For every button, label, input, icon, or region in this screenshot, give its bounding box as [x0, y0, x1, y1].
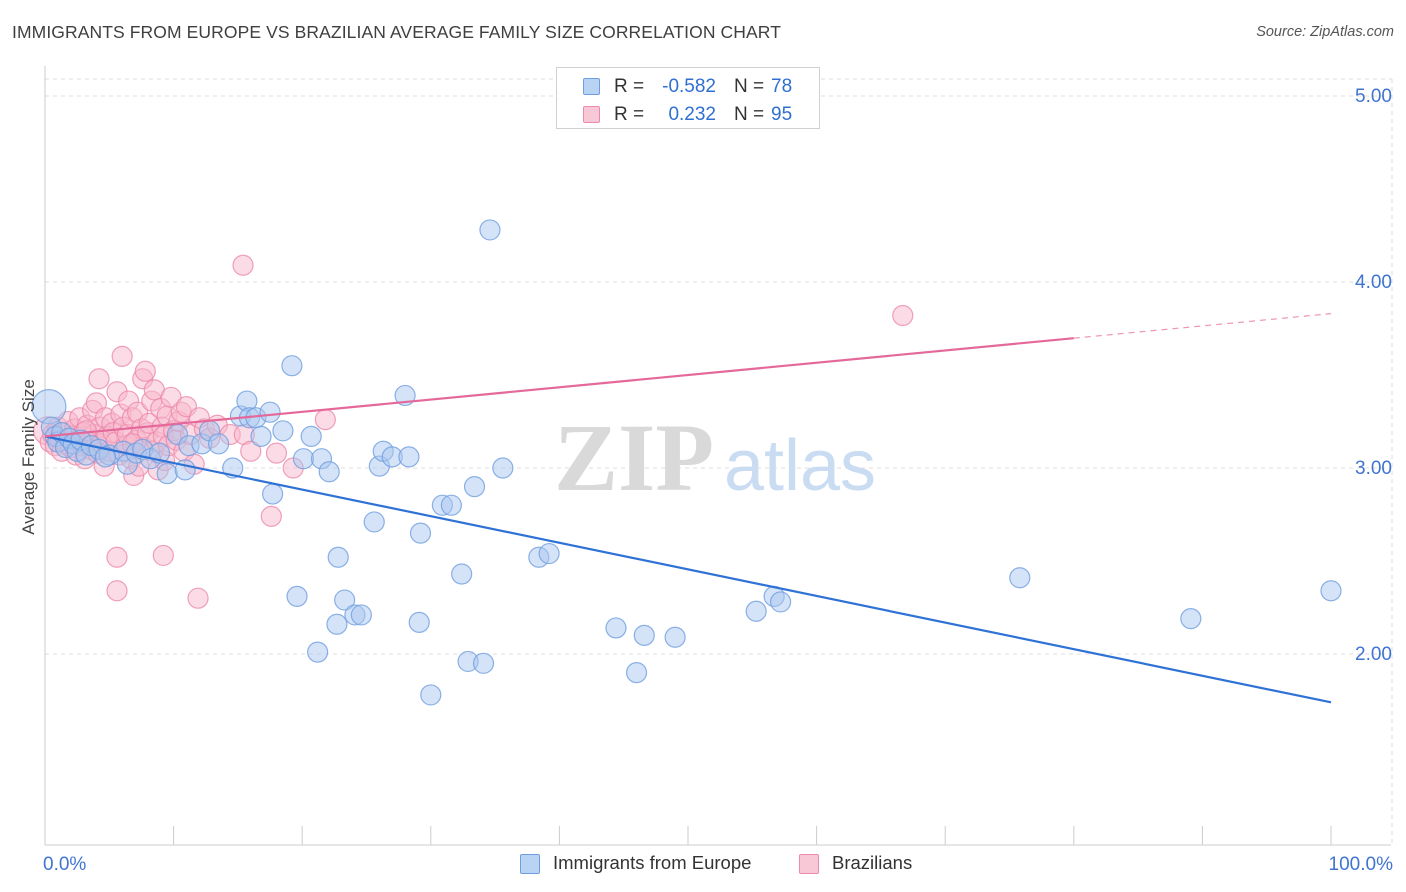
- europe-point: [327, 546, 349, 568]
- europe-point: [156, 462, 178, 485]
- europe-point: [472, 652, 495, 674]
- europe-point: [307, 641, 329, 663]
- legend-row-europe: R = -0.582 N = 78: [557, 72, 819, 100]
- watermark: ZIP atlas: [554, 404, 876, 511]
- brazilian-point: [187, 587, 209, 609]
- grid-lines: [45, 78, 1393, 845]
- europe-point: [479, 219, 501, 241]
- europe-point: [605, 617, 627, 639]
- y-tick-label: 3.00: [1355, 458, 1392, 479]
- correlation-legend: R = -0.582 N = 78 R = 0.232 N = 95: [556, 67, 820, 129]
- y-axis-label: Average Family Size: [19, 379, 38, 535]
- brazilian-point: [260, 505, 282, 527]
- brazilian-point: [314, 409, 336, 431]
- europe-point: [272, 420, 294, 442]
- legend-row-brazilians: R = 0.232 N = 95: [557, 100, 819, 128]
- europe-point: [281, 355, 303, 377]
- brazilian-trend-line: [44, 337, 1074, 438]
- europe-point: [664, 626, 686, 648]
- axis-labels: 2.00 3.00 4.00 5.00 0.0% 100.0% Average Family…: [19, 86, 1393, 875]
- europe-point: [408, 611, 430, 633]
- n-label: N =: [734, 76, 765, 97]
- chart-title: IMMIGRANTS FROM EUROPE VS BRAZILIAN AVER…: [12, 22, 782, 42]
- europe-point: [440, 494, 462, 516]
- brazilian-point: [134, 360, 156, 382]
- europe-point: [745, 600, 767, 622]
- europe-point: [451, 563, 473, 585]
- legend-label-brazilians: Brazilians: [832, 852, 913, 873]
- europe-point: [292, 448, 315, 470]
- brazilian-point: [265, 442, 288, 464]
- europe-point: [262, 483, 284, 505]
- n-label: N =: [734, 104, 765, 125]
- europe-point: [350, 604, 372, 626]
- europe-point: [1180, 608, 1202, 630]
- europe-point: [1320, 580, 1342, 602]
- n-value: 95: [771, 104, 793, 125]
- trend-lines: [44, 313, 1332, 704]
- y-tick-label: 2.00: [1355, 644, 1392, 665]
- brazilian-point: [106, 546, 128, 568]
- r-label: R =: [614, 76, 645, 97]
- europe-point: [463, 476, 486, 498]
- brazilian-point: [240, 440, 262, 462]
- europe-point: [250, 425, 272, 447]
- europe-point: [633, 624, 655, 647]
- europe-point: [769, 591, 792, 613]
- legend-swatch-brazilians: [799, 854, 819, 874]
- legend-swatch-brazilians: [583, 106, 600, 123]
- r-label: R =: [614, 104, 645, 125]
- watermark-zip: ZIP: [554, 404, 714, 511]
- series-legend: Immigrants from Europe Brazilians: [0, 852, 1406, 876]
- europe-point: [326, 613, 348, 635]
- brazilian-point: [892, 304, 914, 327]
- europe-point: [208, 433, 230, 455]
- europe-point: [318, 461, 340, 483]
- legend-swatch-europe: [583, 78, 600, 95]
- x-tick-label: 100.0%: [1329, 854, 1394, 875]
- europe-point: [300, 425, 322, 447]
- brazilian-point: [111, 345, 133, 367]
- legend-label-europe: Immigrants from Europe: [553, 852, 752, 873]
- europe-point: [259, 401, 281, 423]
- r-value: -0.582: [662, 76, 716, 97]
- x-tick-label: 0.0%: [43, 854, 86, 875]
- europe-point: [1009, 567, 1031, 589]
- n-value: 78: [771, 76, 793, 97]
- y-tick-label: 4.00: [1355, 272, 1392, 293]
- europe-point: [420, 684, 442, 706]
- brazilian-point: [106, 580, 128, 602]
- watermark-atlas: atlas: [724, 426, 876, 506]
- brazilian-point: [160, 386, 182, 408]
- axes: [44, 66, 1391, 846]
- legend-swatch-europe: [520, 854, 540, 874]
- source-label: Source: ZipAtlas.com: [1256, 24, 1394, 40]
- brazilian-point: [152, 544, 174, 567]
- europe-point: [625, 661, 648, 684]
- y-tick-label: 5.00: [1355, 86, 1392, 107]
- europe-point: [222, 457, 244, 479]
- europe-trend-line: [44, 435, 1332, 704]
- europe-point: [94, 446, 117, 468]
- europe-point: [363, 511, 385, 533]
- europe-point: [538, 542, 560, 565]
- europe-point: [492, 457, 514, 479]
- europe-point: [409, 522, 432, 544]
- europe-point: [286, 585, 308, 607]
- r-value: 0.232: [668, 104, 716, 125]
- brazilian-point: [232, 254, 254, 276]
- brazilian-point: [88, 368, 110, 390]
- europe-point: [398, 446, 420, 468]
- brazilian-trend-extension: [1073, 313, 1332, 339]
- europe-point: [334, 589, 356, 611]
